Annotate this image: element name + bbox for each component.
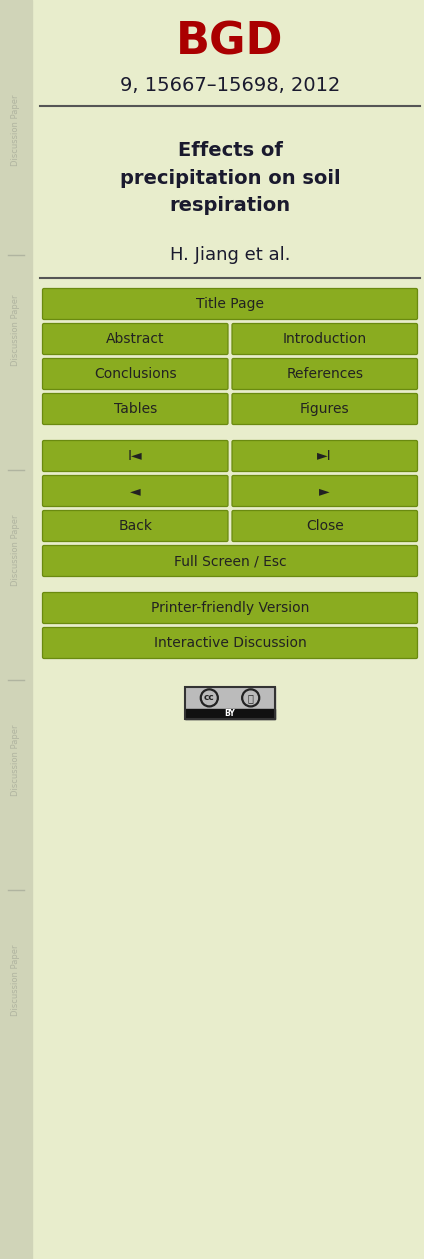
Text: I◄: I◄ [128,449,142,463]
FancyBboxPatch shape [232,394,418,424]
Text: BGD: BGD [176,20,284,63]
Bar [185,687,275,719]
Text: Interactive Discussion: Interactive Discussion [153,636,307,650]
Text: Discussion Paper: Discussion Paper [11,94,20,166]
Text: Discussion Paper: Discussion Paper [11,295,20,366]
Bar [185,687,275,709]
Text: Close: Close [306,519,343,533]
Bar [185,709,275,719]
Text: Conclusions: Conclusions [94,368,176,381]
FancyBboxPatch shape [42,324,228,355]
FancyBboxPatch shape [42,545,418,577]
FancyBboxPatch shape [42,627,418,658]
FancyBboxPatch shape [42,476,228,506]
FancyBboxPatch shape [42,288,418,320]
FancyBboxPatch shape [42,593,418,623]
Text: ►: ► [319,483,330,499]
Text: ◄: ◄ [130,483,141,499]
Circle shape [244,691,257,705]
Text: ⓘ: ⓘ [248,692,254,703]
FancyBboxPatch shape [42,359,228,389]
Text: Title Page: Title Page [196,297,264,311]
Text: cc: cc [204,694,215,703]
Text: ►I: ►I [318,449,332,463]
Text: Discussion Paper: Discussion Paper [11,944,20,1016]
Text: 9, 15667–15698, 2012: 9, 15667–15698, 2012 [120,76,340,94]
FancyBboxPatch shape [232,324,418,355]
FancyBboxPatch shape [232,476,418,506]
FancyBboxPatch shape [42,441,228,472]
Text: Abstract: Abstract [106,332,165,346]
Text: Back: Back [118,519,152,533]
FancyBboxPatch shape [42,394,228,424]
Text: Full Screen / Esc: Full Screen / Esc [174,554,286,568]
Text: Discussion Paper: Discussion Paper [11,724,20,796]
FancyBboxPatch shape [232,510,418,541]
Circle shape [242,689,259,706]
Text: Discussion Paper: Discussion Paper [11,514,20,585]
Bar [0,0,32,1259]
Circle shape [203,691,216,705]
Text: Effects of
precipitation on soil
respiration: Effects of precipitation on soil respira… [120,141,340,215]
Text: H. Jiang et al.: H. Jiang et al. [170,246,290,264]
Text: Tables: Tables [114,402,157,415]
FancyBboxPatch shape [232,441,418,472]
FancyBboxPatch shape [232,359,418,389]
Text: References: References [286,368,363,381]
Text: Printer-friendly Version: Printer-friendly Version [151,601,309,614]
Text: Introduction: Introduction [283,332,367,346]
Text: Figures: Figures [300,402,349,415]
Text: BY: BY [225,709,235,719]
FancyBboxPatch shape [42,510,228,541]
Circle shape [200,689,218,706]
